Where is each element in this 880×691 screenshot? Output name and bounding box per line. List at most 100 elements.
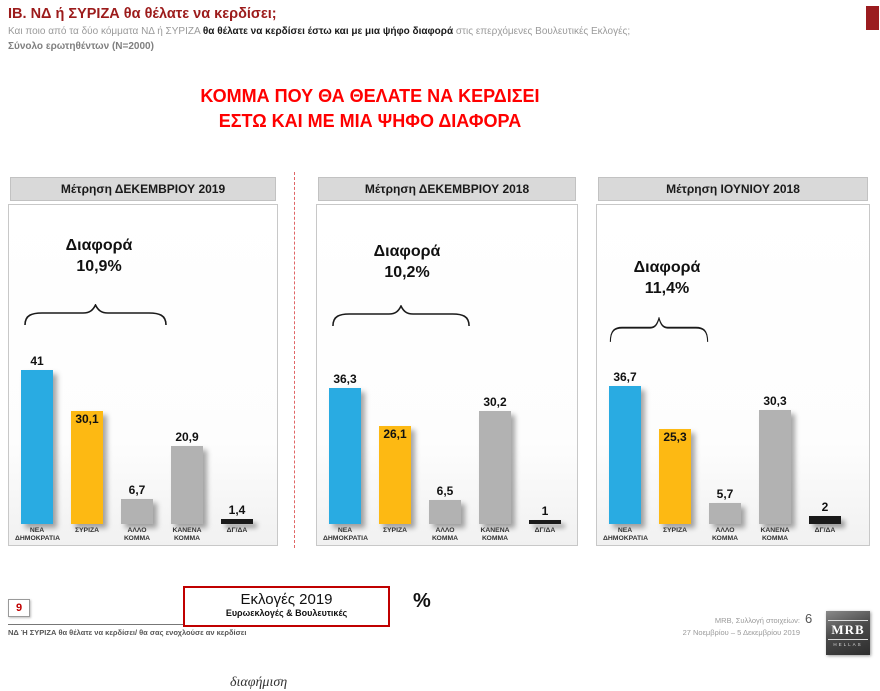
brace-icon: [331, 304, 471, 327]
chart-main-title: ΚΟΜΜΑ ΠΟΥ ΘΑ ΘΕΛΑΤΕ ΝΑ ΚΕΡΔΙΣΕΙ ΕΣΤΩ ΚΑΙ…: [120, 84, 620, 134]
question-title: ΝΔ ή ΣΥΡΙΖΑ θα θέλατε να κερδίσει;: [30, 6, 277, 22]
elections-callout: Εκλογές 2019 Ευρωεκλογές & Βουλευτικές: [183, 586, 390, 627]
bar-group-no-party: 20,9 ΚΑΝΕΝΑ ΚΟΜΜΑ: [165, 224, 209, 543]
bar-value: 25,3: [663, 430, 687, 444]
diff-label: Διαφορά: [373, 243, 441, 260]
mrb-logo-text: MRB: [828, 619, 868, 640]
bar-nd: [329, 387, 361, 524]
bar-category-label: ΔΓ/ΔΑ: [814, 527, 836, 534]
bar-group-dkna: 2 ΔΓ/ΔΑ: [803, 224, 847, 543]
bar-no-party: [759, 409, 791, 524]
subtitle-pre: Και ποιο από τα δύο κόμματα ΝΔ ή ΣΥΡΙΖΑ: [8, 26, 203, 37]
diff-value: 11,4%: [644, 280, 690, 297]
bar-group-syriza: 25,3 ΣΥΡΙΖΑ: [653, 224, 697, 543]
bar-other-party: [709, 502, 741, 524]
panel-header-dec-2018: Μέτρηση ΔΕΚΕΜΒΡΙΟΥ 2018: [318, 177, 576, 201]
diff-annotation: Διαφορά 11,4%: [597, 257, 737, 299]
bar-value: 36,7: [613, 369, 637, 384]
bar-category-label: ΚΑΝΕΝΑ ΚΟΜΜΑ: [172, 526, 202, 542]
bar-category-label: ΑΛΛΟ ΚΟΜΜΑ: [123, 526, 151, 542]
bar-group-nd: 36,7 ΝΕΑ ΔΗΜΟΚΡΑΤΙΑ: [603, 224, 648, 543]
mrb-logo-subtext: HELLAS: [833, 641, 863, 647]
mrb-logo: MRB HELLAS: [826, 611, 870, 655]
bar-syriza: [379, 426, 411, 524]
brace-icon: [23, 303, 168, 326]
bar-group-other-party: 6,7 ΑΛΛΟ ΚΟΜΜΑ: [115, 224, 159, 543]
bar-group-syriza: 30,1 ΣΥΡΙΖΑ: [65, 224, 109, 543]
subtitle-bold: θα θέλατε να κερδίσει έστω και με μια ψή…: [202, 26, 454, 37]
footer-note: ΝΔ Ή ΣΥΡΙΖΑ θα θέλατε να κερδίσει/ θα σα…: [8, 628, 247, 637]
page-number-box: 9: [8, 599, 30, 617]
panel-title: Μέτρηση ΔΕΚΕΜΒΡΙΟΥ 2019: [60, 182, 226, 196]
clipped-bottom-text: διαφήμιση: [230, 675, 288, 690]
bar-category-label: ΝΕΑ ΔΗΜΟΚΡΑΤΙΑ: [15, 526, 60, 542]
diff-value: 10,9%: [76, 258, 122, 275]
bar-category-label: ΔΓ/ΔΑ: [226, 527, 248, 534]
panel-title: Μέτρηση ΙΟΥΝΙΟΥ 2018: [666, 182, 800, 196]
panel-dec-2019: Διαφορά 10,9% 41 ΝΕΑ ΔΗΜΟΚΡΑΤΙΑ 30,1 ΣΥΡ…: [8, 204, 278, 546]
bar-group-other-party: 6,5 ΑΛΛΟ ΚΟΜΜΑ: [423, 224, 467, 543]
diff-annotation: Διαφορά 10,2%: [337, 241, 477, 283]
chart-main-title-line2: ΕΣΤΩ ΚΑΙ ΜΕ ΜΙΑ ΨΗΦΟ ΔΙΑΦΟΡΑ: [218, 111, 522, 131]
bar-no-party: [171, 445, 203, 524]
bar-value: 30,3: [763, 393, 787, 408]
bar-nd: [21, 369, 53, 524]
bar-category-label: ΑΛΛΟ ΚΟΜΜΑ: [711, 526, 739, 542]
panel-header-jun-2018: Μέτρηση ΙΟΥΝΙΟΥ 2018: [598, 177, 868, 201]
bar-syriza: [71, 411, 103, 524]
bar-value: 41: [30, 353, 44, 368]
source-attribution: MRB, Συλλογή στοιχείων: 27 Νοεμβρίου – 5…: [630, 615, 800, 638]
subtitle-post: στις επερχόμενες Βουλευτικές Εκλογές;: [453, 26, 631, 37]
bar-value: 2: [821, 500, 829, 514]
bar-value: 30,2: [483, 394, 507, 409]
bar-value: 6,5: [436, 483, 454, 498]
elections-title: Εκλογές 2019: [240, 591, 333, 608]
bar-no-party: [479, 410, 511, 524]
bar-group-no-party: 30,3 ΚΑΝΕΝΑ ΚΟΜΜΑ: [753, 224, 797, 543]
bar-dkna: [221, 519, 253, 524]
bar-group-no-party: 30,2 ΚΑΝΕΝΑ ΚΟΜΜΑ: [473, 224, 517, 543]
elections-subtitle: Ευρωεκλογές & Βουλευτικές: [225, 608, 348, 618]
panel-dec-2018: Διαφορά 10,2% 36,3 ΝΕΑ ΔΗΜΟΚΡΑΤΙΑ 26,1 Σ…: [316, 204, 578, 546]
bar-group-syriza: 26,1 ΣΥΡΙΖΑ: [373, 224, 417, 543]
chart-main-title-line1: ΚΟΜΜΑ ΠΟΥ ΘΑ ΘΕΛΑΤΕ ΝΑ ΚΕΡΔΙΣΕΙ: [200, 86, 540, 106]
bar-value: 26,1: [383, 427, 407, 441]
footer-divider: [8, 624, 186, 625]
question-number: ΙΒ.: [8, 6, 27, 22]
bar-value: 20,9: [175, 429, 199, 444]
vertical-dashed-divider: [294, 172, 295, 548]
bar-dkna: [809, 516, 841, 524]
diff-value: 10,2%: [384, 264, 430, 281]
bar-category-label: ΚΑΝΕΝΑ ΚΟΜΜΑ: [480, 526, 510, 542]
bar-category-label: ΣΥΡΙΖΑ: [662, 527, 688, 534]
source-dates: 27 Νοεμβρίου – 5 Δεκεμβρίου 2019: [682, 627, 800, 637]
bar-category-label: ΣΥΡΙΖΑ: [74, 527, 100, 534]
question-subtitle: Και ποιο από τα δύο κόμματα ΝΔ ή ΣΥΡΙΖΑ …: [8, 26, 868, 37]
bar-group-other-party: 5,7 ΑΛΛΟ ΚΟΜΜΑ: [703, 224, 747, 543]
sample-size-label: Σύνολο ερωτηθέντων (N=2000): [8, 41, 154, 52]
bar-value: 1: [541, 504, 549, 518]
bar-group-dkna: 1,4 ΔΓ/ΔΑ: [215, 224, 259, 543]
bar-group-nd: 41 ΝΕΑ ΔΗΜΟΚΡΑΤΙΑ: [15, 224, 60, 543]
bar-category-label: ΑΛΛΟ ΚΟΜΜΑ: [431, 526, 459, 542]
bar-group-nd: 36,3 ΝΕΑ ΔΗΜΟΚΡΑΤΙΑ: [323, 224, 368, 543]
bar-category-label: ΚΑΝΕΝΑ ΚΟΜΜΑ: [760, 526, 790, 542]
bar-category-label: ΝΕΑ ΔΗΜΟΚΡΑΤΙΑ: [603, 526, 648, 542]
panel-title: Μέτρηση ΔΕΚΕΜΒΡΙΟΥ 2018: [364, 182, 530, 196]
bar-value: 6,7: [128, 482, 146, 497]
brace-icon: [609, 316, 709, 343]
bar-category-label: ΔΓ/ΔΑ: [534, 527, 556, 534]
bar-category-label: ΣΥΡΙΖΑ: [382, 527, 408, 534]
bar-nd: [609, 385, 641, 524]
diff-label: Διαφορά: [633, 259, 701, 276]
slide-number: 6: [805, 611, 813, 626]
percent-unit-label: %: [413, 590, 431, 612]
bar-dkna: [529, 520, 561, 524]
panel-jun-2018: Διαφορά 11,4% 36,7 ΝΕΑ ΔΗΜΟΚΡΑΤΙΑ 25,3 Σ…: [596, 204, 870, 546]
source-label: MRB, Συλλογή στοιχείων:: [714, 616, 800, 625]
bar-value: 30,1: [75, 412, 99, 426]
bar-value: 36,3: [333, 371, 357, 386]
diff-annotation: Διαφορά 10,9%: [29, 235, 169, 277]
diff-label: Διαφορά: [65, 237, 133, 254]
panel-header-dec-2019: Μέτρηση ΔΕΚΕΜΒΡΙΟΥ 2019: [10, 177, 276, 201]
